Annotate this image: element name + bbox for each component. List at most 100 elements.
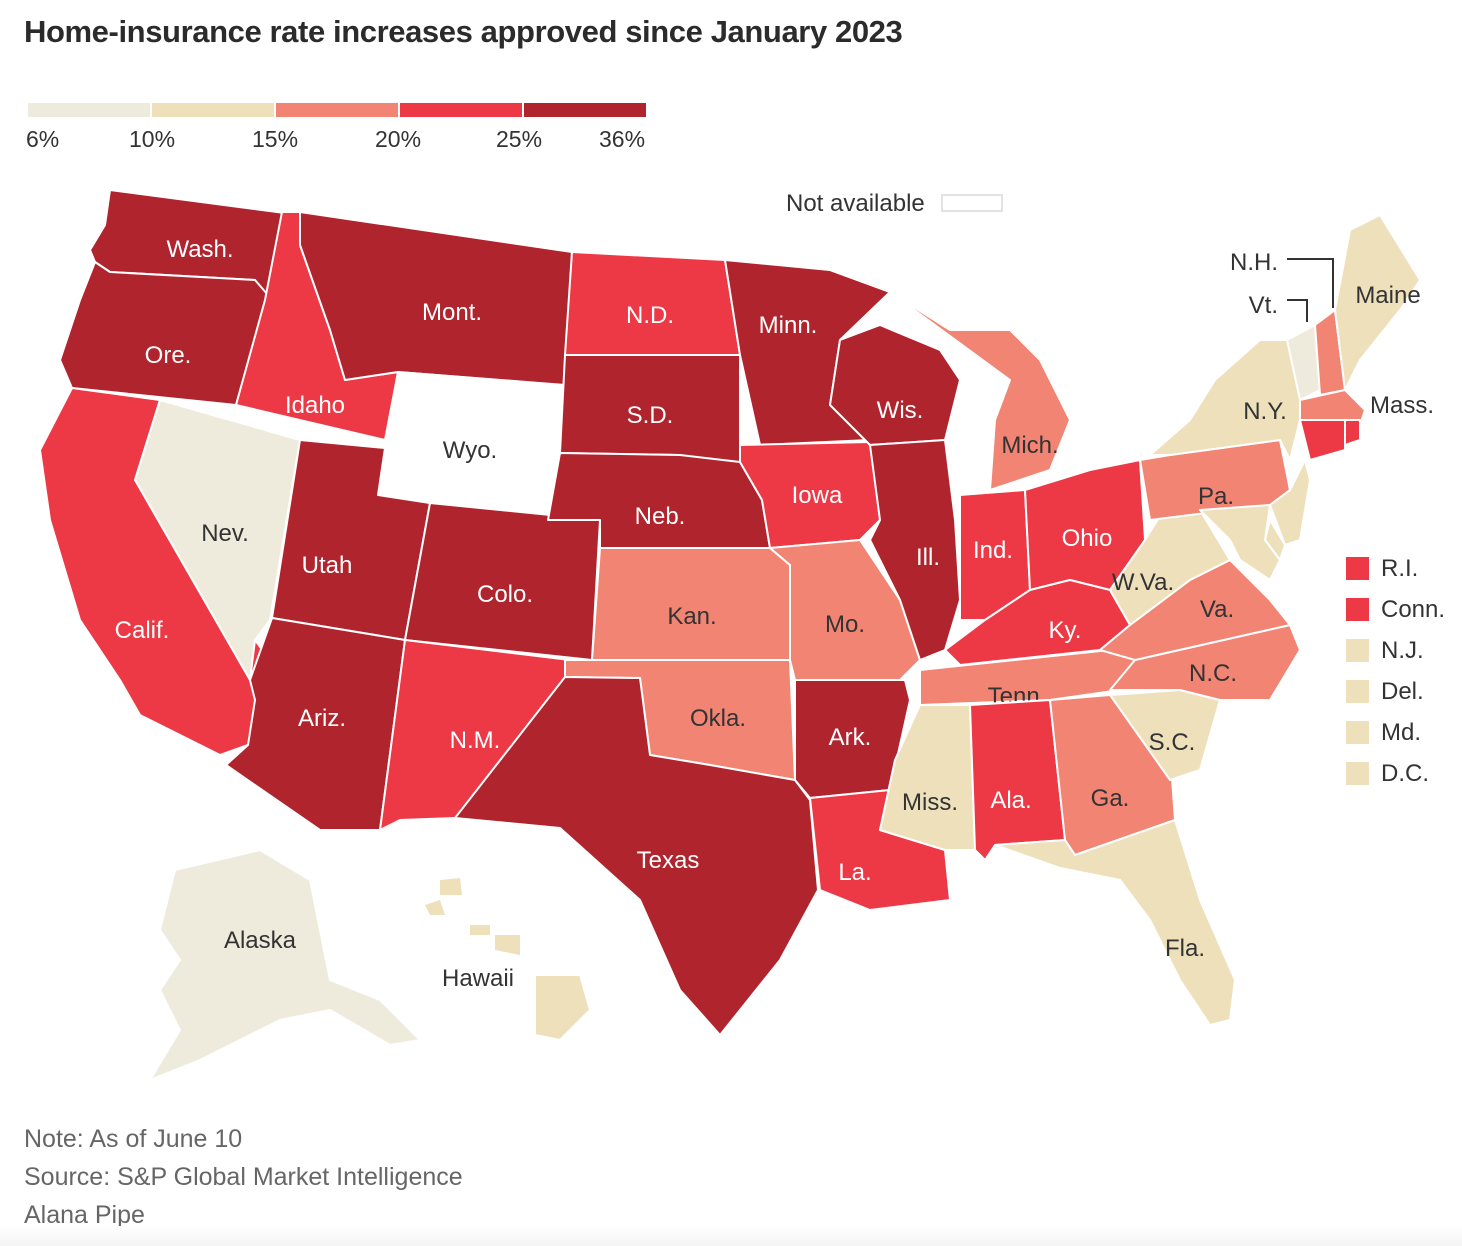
scale-bin-20-25 xyxy=(400,103,522,117)
state-label: Colo. xyxy=(477,581,533,608)
footer-note: Note: As of June 10 xyxy=(24,1125,243,1153)
state-label: Wis. xyxy=(877,397,924,424)
state-label: Nev. xyxy=(201,520,249,547)
state-label: Neb. xyxy=(635,503,686,530)
state-label: Ind. xyxy=(973,537,1013,564)
state-label: Ga. xyxy=(1091,785,1130,812)
legend-label: Conn. xyxy=(1381,595,1446,623)
state-ore xyxy=(59,261,269,406)
state-label: Mo. xyxy=(825,611,865,638)
state-label: Iowa xyxy=(792,482,843,509)
small-state-legend-item: N.J. xyxy=(1346,630,1445,671)
footer-credit: Alana Pipe xyxy=(24,1201,145,1229)
state-label: Okla. xyxy=(690,705,746,732)
state-label: Mich. xyxy=(1001,432,1058,459)
scale-tick: 6% xyxy=(26,126,60,152)
state-md xyxy=(1199,504,1281,581)
state-label: Ky. xyxy=(1049,617,1082,644)
state-label: Va. xyxy=(1200,596,1234,623)
footer: Note: As of June 10 Source: S&P Global M… xyxy=(24,1120,463,1234)
state-label: W.Va. xyxy=(1112,569,1174,596)
small-state-legend: R.I. Conn. N.J. Del. Md. D.C. xyxy=(1346,548,1445,794)
scale-bin-25-36 xyxy=(524,103,646,117)
chart-title: Home-insurance rate increases approved s… xyxy=(24,14,903,49)
scale-bin-6-10 xyxy=(28,103,150,117)
scale-tick-labels: 6% 10% 15% 20% 25% 36% xyxy=(26,126,668,156)
state-hawaii xyxy=(534,974,591,1041)
state-label: Fla. xyxy=(1165,935,1205,962)
vt-callout-label: Vt. xyxy=(1249,292,1278,319)
vt-callout-leader-line xyxy=(1287,299,1308,322)
state-conn xyxy=(1299,419,1346,461)
scale-tick: 15% xyxy=(252,126,299,152)
color-scale-legend xyxy=(28,103,648,117)
state-label: Alaska xyxy=(224,927,297,954)
state-label: Pa. xyxy=(1198,483,1234,510)
state-mass xyxy=(1299,389,1366,426)
state-hawaii-island xyxy=(495,935,520,955)
state-label: Texas xyxy=(637,847,700,874)
state-hawaii-island xyxy=(440,878,462,895)
legend-swatch xyxy=(1346,639,1369,662)
state-maine xyxy=(1334,214,1421,391)
state-label: Ore. xyxy=(145,342,192,369)
small-state-legend-item: D.C. xyxy=(1346,753,1445,794)
state-alaska xyxy=(149,849,421,1081)
state-ill xyxy=(869,439,961,661)
legend-label: R.I. xyxy=(1381,554,1419,582)
state-label: Mont. xyxy=(422,299,482,326)
state-label: N.Y. xyxy=(1243,398,1287,425)
scale-tick: 20% xyxy=(375,126,422,152)
state-label: Maine xyxy=(1355,282,1420,309)
legend-label: D.C. xyxy=(1381,759,1429,787)
nh-callout-label: N.H. xyxy=(1230,249,1278,276)
state-ala xyxy=(969,699,1066,861)
scale-bin-15-20 xyxy=(276,103,398,117)
state-label: N.M. xyxy=(450,727,501,754)
state-label: Wash. xyxy=(166,236,233,263)
small-state-legend-item: R.I. xyxy=(1346,548,1445,589)
state-label: Miss. xyxy=(902,789,958,816)
state-label: Ala. xyxy=(990,787,1031,814)
scale-bin-10-15 xyxy=(152,103,274,117)
state-label: Minn. xyxy=(759,312,818,339)
state-mich xyxy=(889,291,1071,491)
small-state-legend-item: Del. xyxy=(1346,671,1445,712)
state-label: Ark. xyxy=(829,724,872,751)
state-label: N.C. xyxy=(1189,660,1237,687)
state-label: Ill. xyxy=(916,544,940,571)
state-label: Ariz. xyxy=(298,705,346,732)
scale-tick: 10% xyxy=(129,126,176,152)
state-label: N.D. xyxy=(626,302,674,329)
state-label: S.C. xyxy=(1149,729,1196,756)
not-available-swatch xyxy=(941,194,1003,212)
state-label: Kan. xyxy=(667,603,716,630)
state-label: Ohio xyxy=(1062,525,1113,552)
state-hawaii-island xyxy=(425,900,445,915)
state-label: Idaho xyxy=(285,392,345,419)
state-label: Hawaii xyxy=(442,965,514,992)
legend-swatch xyxy=(1346,557,1369,580)
state-label: La. xyxy=(838,859,871,886)
state-label: Wyo. xyxy=(443,437,497,464)
state-wis xyxy=(829,324,961,446)
state-fla xyxy=(994,819,1236,1026)
footer-source: Source: S&P Global Market Intelligence xyxy=(24,1163,463,1191)
scale-tick: 36% xyxy=(599,126,646,152)
legend-swatch xyxy=(1346,680,1369,703)
legend-label: N.J. xyxy=(1381,636,1424,664)
state-hawaii-island xyxy=(470,925,490,935)
scale-tick: 25% xyxy=(496,126,543,152)
legend-label: Md. xyxy=(1381,718,1422,746)
legend-label: Del. xyxy=(1381,677,1424,705)
legend-swatch xyxy=(1346,598,1369,621)
state-label: S.D. xyxy=(627,402,674,429)
legend-swatch xyxy=(1346,721,1369,744)
small-state-legend-item: Conn. xyxy=(1346,589,1445,630)
legend-swatch xyxy=(1346,762,1369,785)
state-label: Utah xyxy=(302,552,353,579)
state-label: Calif. xyxy=(115,617,170,644)
state-w-va xyxy=(1109,499,1231,626)
bottom-fade xyxy=(0,1226,1462,1246)
